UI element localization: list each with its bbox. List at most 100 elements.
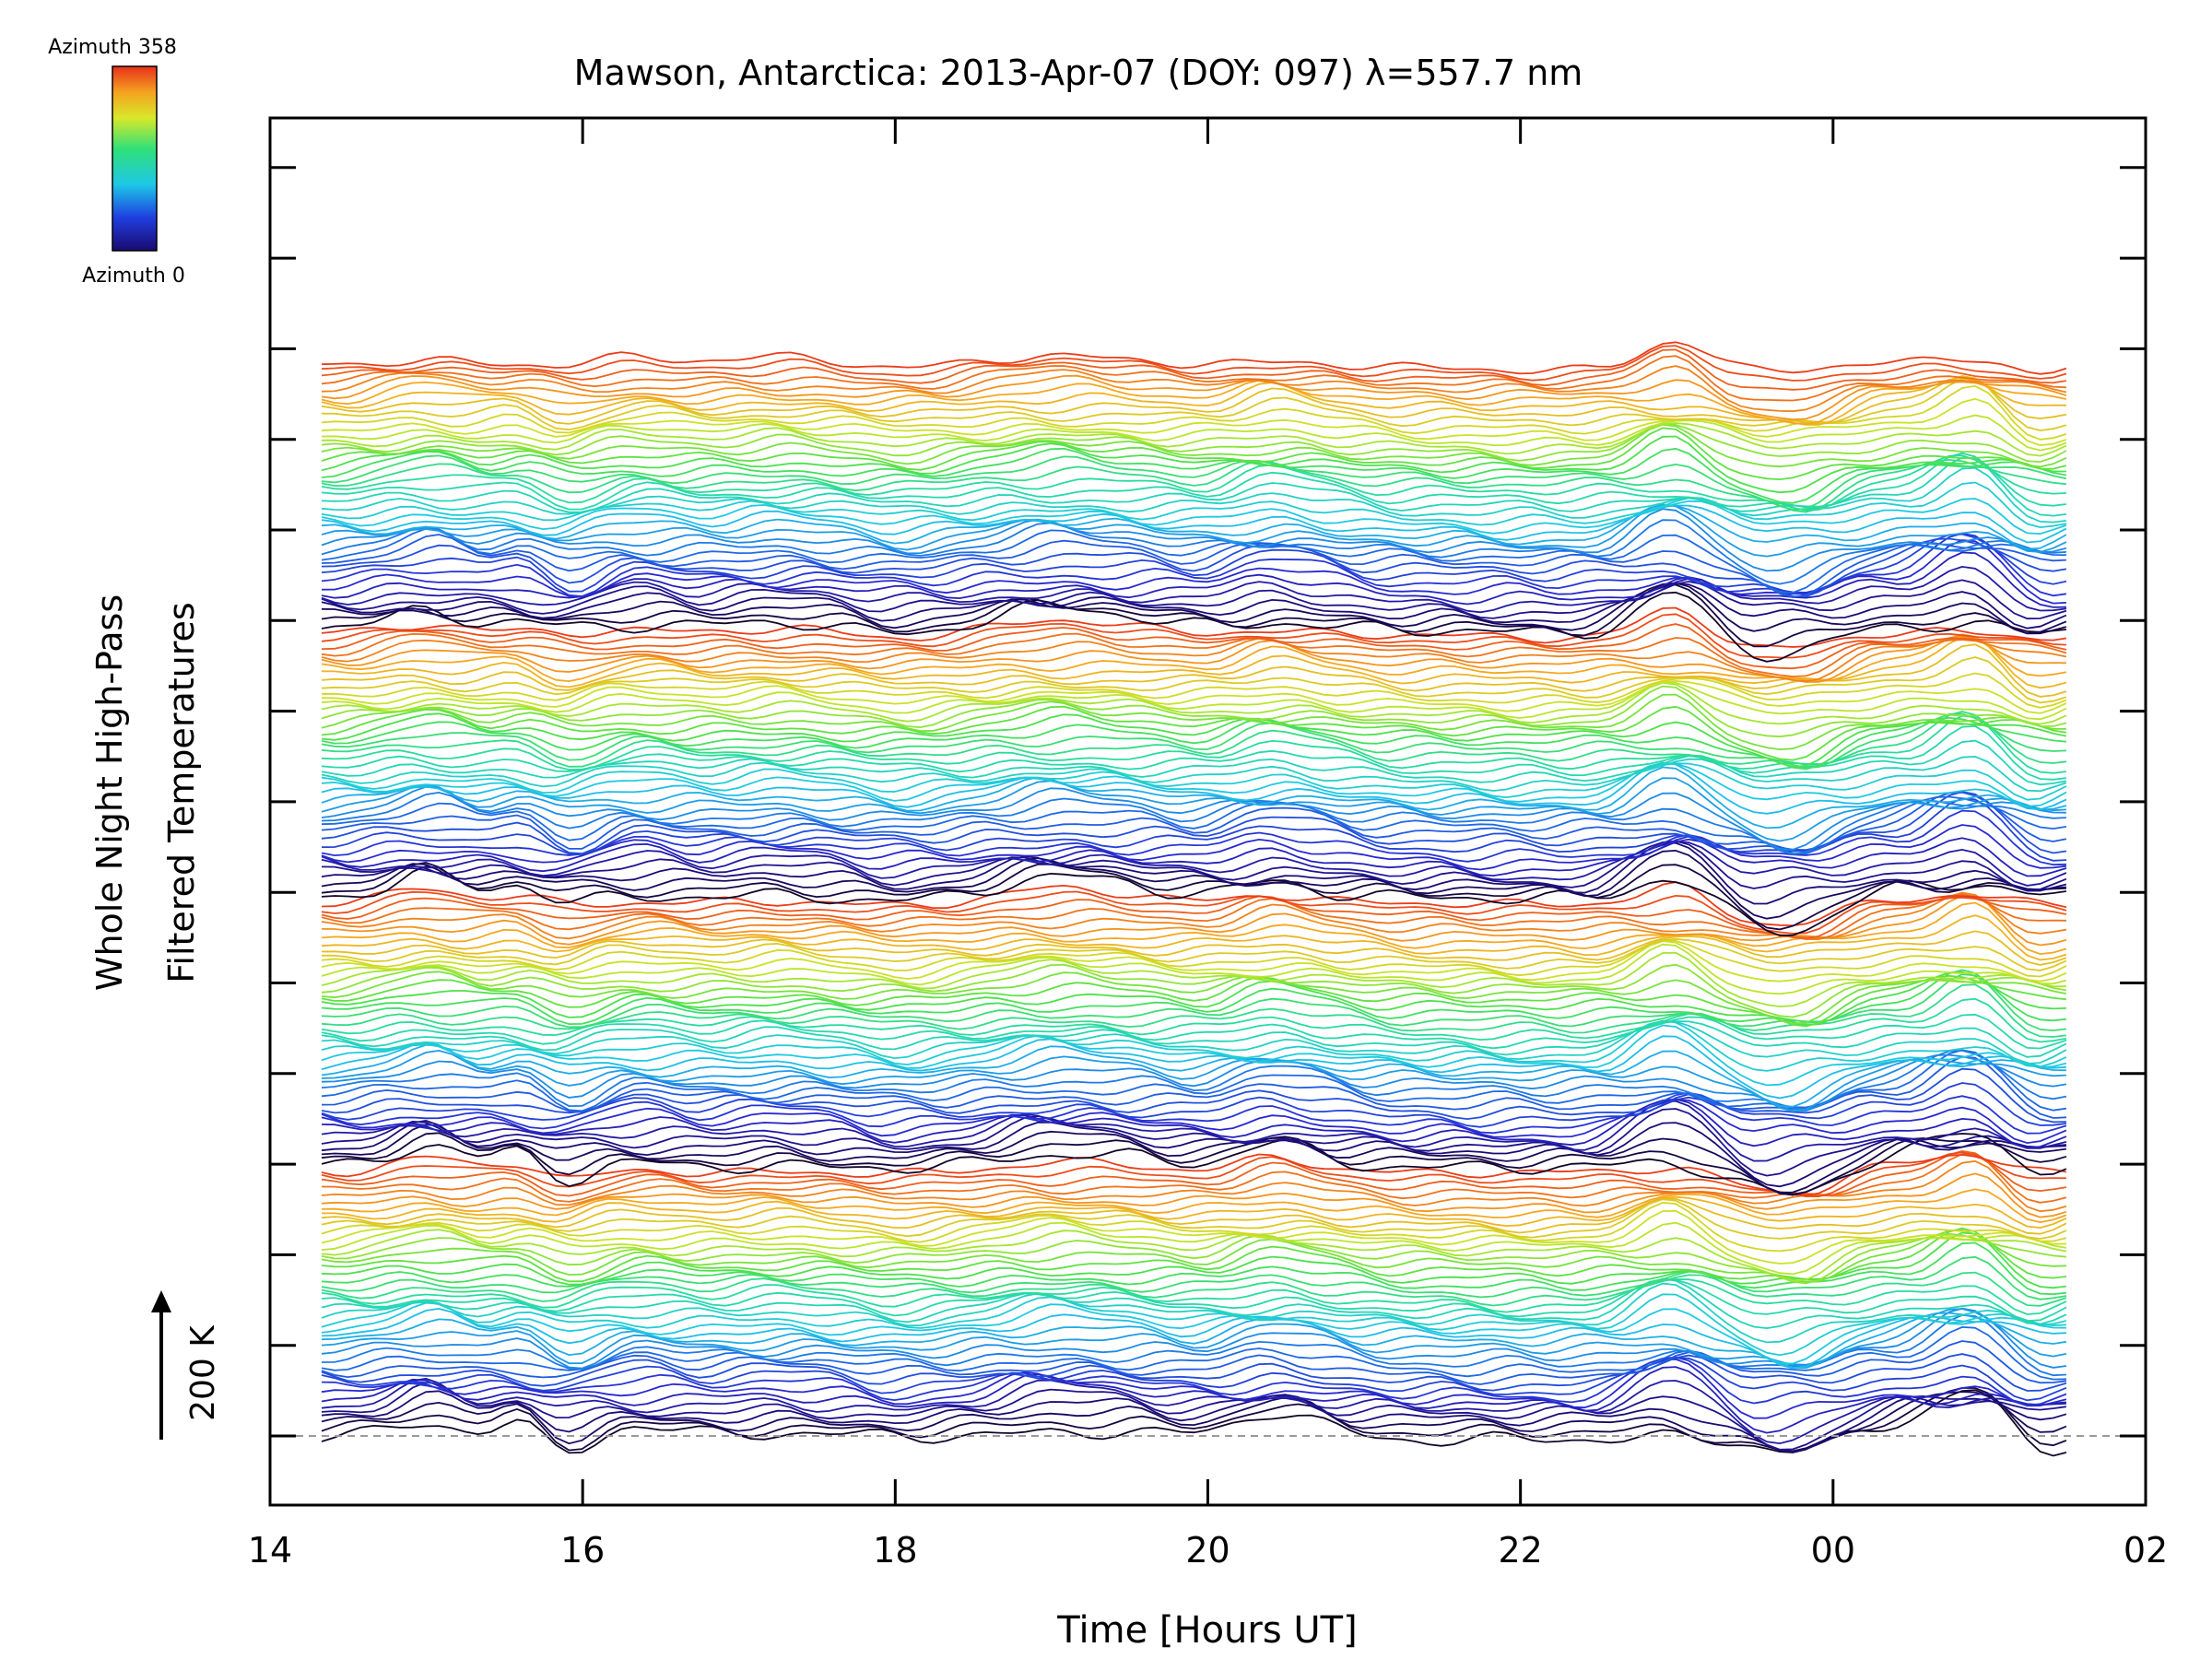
series-line [321, 579, 2067, 620]
series-line [321, 791, 2066, 855]
series-line [321, 378, 2067, 432]
series-line [321, 1325, 2066, 1381]
y-axis-label-line1: Whole Night High-Pass [89, 594, 130, 991]
series-line [321, 1229, 2066, 1284]
series-line [321, 755, 2067, 793]
series-line [321, 841, 2067, 905]
series-line [321, 503, 2067, 558]
series-line [321, 1108, 2066, 1177]
series-line [321, 656, 2067, 704]
series-line [321, 519, 2066, 585]
series-line [321, 1099, 2067, 1145]
colorbar-gradient [112, 65, 158, 252]
colorbar-bottom-label: Azimuth 0 [82, 265, 185, 288]
series-line [321, 551, 2066, 608]
chart-title: Mawson, Antarctica: 2013-Apr-07 (DOY: 09… [574, 53, 1583, 93]
series-line [321, 503, 2067, 550]
series-line [321, 840, 2067, 892]
series-line [321, 1123, 2067, 1194]
series-line [321, 714, 2067, 774]
series-line [321, 1277, 2067, 1330]
series-line [321, 1340, 2067, 1385]
series-line [321, 527, 2066, 594]
series-line [321, 849, 2066, 920]
series-line [321, 613, 2066, 659]
series-line [321, 1019, 2067, 1072]
series-line [321, 423, 2067, 468]
series-line [321, 582, 2067, 629]
series-line [321, 762, 2067, 801]
series-line [321, 481, 2067, 529]
series-line [321, 435, 2066, 494]
series-line [321, 1356, 2067, 1406]
series-line [321, 534, 2066, 598]
series-line [321, 1100, 2067, 1162]
series-line [321, 1229, 2067, 1282]
series-line [321, 643, 2067, 698]
series-line [321, 1377, 2066, 1445]
series-line [321, 1390, 2067, 1453]
series-line [321, 681, 2067, 721]
series-line [321, 1278, 2067, 1315]
series-line [321, 1293, 2066, 1357]
series-line [321, 423, 2067, 464]
series-line [321, 632, 2067, 677]
series-line [321, 397, 2067, 447]
series-line [321, 384, 2067, 441]
series-line [321, 837, 2067, 877]
series-line [321, 930, 2067, 966]
series-line [321, 724, 2067, 781]
series-line [321, 943, 2067, 995]
series-line [321, 791, 2067, 853]
series-line [321, 1172, 2067, 1218]
series-line [321, 365, 2067, 413]
series-line [321, 454, 2067, 511]
series-line [321, 1353, 2067, 1392]
series-line [321, 348, 2067, 391]
series-line [321, 1271, 2067, 1307]
series-line [321, 963, 2067, 1018]
series-line [321, 809, 2066, 866]
series-line [321, 447, 2067, 504]
series-line [321, 940, 2067, 982]
x-axis-label: Time [Hours UT] [1056, 1609, 1357, 1652]
series-line [321, 997, 2067, 1043]
series-line [322, 679, 2067, 714]
series-line [321, 1195, 2067, 1230]
series-line [321, 456, 2067, 517]
series-line [321, 681, 2067, 725]
series-line [321, 498, 2067, 535]
series-line [321, 1159, 2067, 1213]
series-line [321, 345, 2067, 382]
series-line [321, 824, 2067, 871]
series-line [321, 1082, 2067, 1128]
series-line [321, 705, 2067, 761]
axis-ticks: 14 16 18 20 22 00 02 [248, 118, 2168, 1571]
series-line [321, 504, 2067, 544]
series-line [321, 623, 2067, 670]
scale-bar: 200 K [151, 1290, 222, 1440]
series-line [321, 712, 2066, 769]
series-line [321, 1313, 2066, 1377]
traces [321, 341, 2067, 1457]
series-line [321, 565, 2067, 614]
series-line [321, 1098, 2067, 1149]
series-line [321, 1119, 2066, 1188]
x-tick-label: 18 [873, 1530, 917, 1571]
series-line [321, 533, 2067, 595]
series-line [321, 1019, 2067, 1065]
series-line [321, 766, 2067, 830]
series-line [321, 414, 2067, 452]
x-tick-label: 20 [1185, 1530, 1230, 1571]
series-line [321, 939, 2067, 978]
scale-bar-arrowhead [151, 1290, 171, 1312]
series-line [321, 1391, 2067, 1453]
series-line [321, 1307, 2066, 1370]
series-line [321, 761, 2067, 815]
colorbar-top-label: Azimuth 358 [48, 36, 177, 59]
series-line [321, 1067, 2066, 1124]
series-line [321, 761, 2067, 807]
series-line [321, 1357, 2067, 1402]
series-line [321, 454, 2066, 512]
